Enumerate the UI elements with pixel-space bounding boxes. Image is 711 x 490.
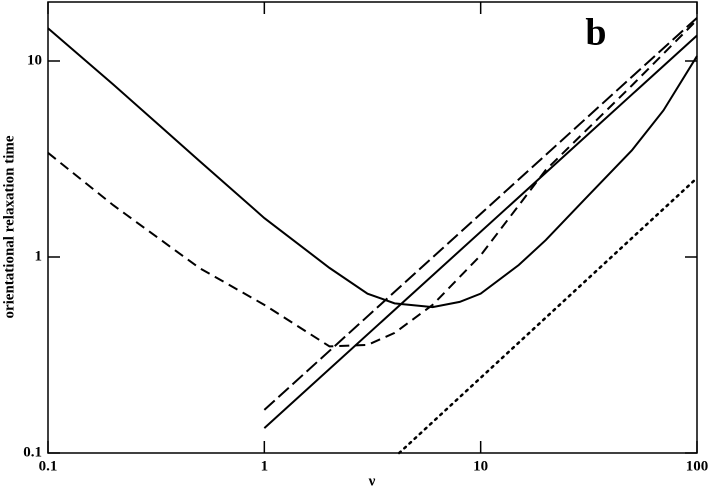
- y-axis-label: orientational relaxation time: [1, 135, 17, 318]
- y-tick-label: 10: [27, 52, 42, 68]
- x-tick-label: 0.1: [39, 458, 58, 474]
- x-tick-label: 100: [686, 458, 709, 474]
- x-tick-label: 1: [261, 458, 269, 474]
- panel-label: b: [585, 12, 606, 54]
- data-line: [47, 27, 698, 309]
- data-line: [397, 176, 699, 455]
- x-axis-label: ν: [368, 473, 376, 489]
- data-line: [263, 34, 698, 429]
- y-tick-label: 0.1: [23, 444, 42, 460]
- data-line: [263, 17, 698, 411]
- y-tick-label: 1: [35, 248, 43, 264]
- plot-frame: [47, 1, 698, 454]
- x-tick-label: 10: [473, 458, 488, 474]
